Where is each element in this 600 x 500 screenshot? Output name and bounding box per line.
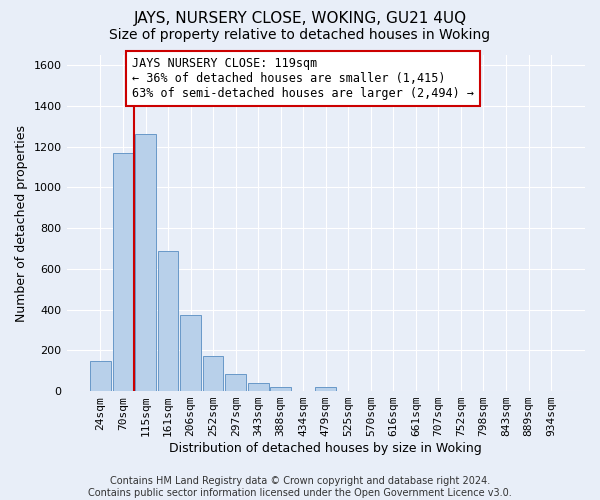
Bar (180, 314, 201, 391)
Bar (113, 153, 133, 391)
Text: Contains HM Land Registry data © Crown copyright and database right 2024.
Contai: Contains HM Land Registry data © Crown c… (88, 476, 512, 498)
Text: JAYS NURSERY CLOSE: 119sqm
← 36% of detached houses are smaller (1,415)
63% of s: JAYS NURSERY CLOSE: 119sqm ← 36% of deta… (132, 57, 474, 100)
Bar (135, 134, 156, 391)
Bar (158, 250, 178, 391)
X-axis label: Distribution of detached houses by size in Woking: Distribution of detached houses by size … (169, 442, 482, 455)
Bar (90, 361, 111, 391)
Bar (203, 356, 223, 391)
Text: Size of property relative to detached houses in Woking: Size of property relative to detached ho… (109, 28, 491, 42)
Bar (248, 384, 269, 391)
Bar (225, 374, 246, 391)
Bar (316, 387, 336, 391)
Text: JAYS, NURSERY CLOSE, WOKING, GU21 4UQ: JAYS, NURSERY CLOSE, WOKING, GU21 4UQ (133, 11, 467, 26)
Bar (271, 388, 291, 391)
Y-axis label: Number of detached properties: Number of detached properties (15, 124, 28, 322)
